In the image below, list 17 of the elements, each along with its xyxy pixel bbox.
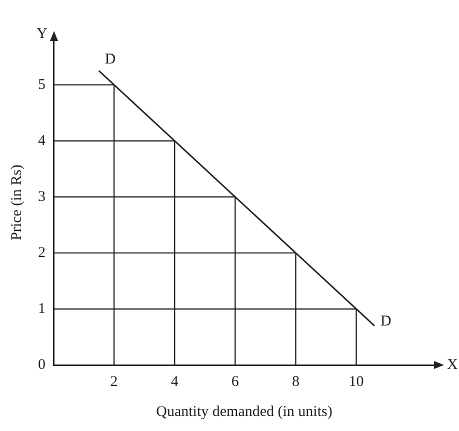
text: X bbox=[447, 356, 458, 373]
annotation: D bbox=[380, 314, 392, 330]
y-tick-label: 5 bbox=[38, 76, 46, 93]
text: Y bbox=[36, 26, 48, 42]
y-tick-label: 0 bbox=[38, 356, 46, 373]
x-axis-title: Quantity demanded (in units) bbox=[156, 404, 332, 420]
y-tick-label: 1 bbox=[38, 300, 46, 317]
y-tick-label: 2 bbox=[38, 244, 46, 261]
y-tick-label: 3 bbox=[38, 188, 46, 205]
x-tick-label: 4 bbox=[170, 374, 179, 390]
x-tick-label: 10 bbox=[348, 374, 364, 390]
y-tick-label: 4 bbox=[38, 132, 46, 149]
y-axis-title: Price (in Rs) bbox=[8, 164, 25, 240]
x-tick-label: 8 bbox=[292, 374, 300, 390]
x-tick-label: 2 bbox=[110, 374, 118, 390]
x-tick-label: 6 bbox=[231, 374, 240, 390]
annotation: D bbox=[104, 51, 116, 68]
